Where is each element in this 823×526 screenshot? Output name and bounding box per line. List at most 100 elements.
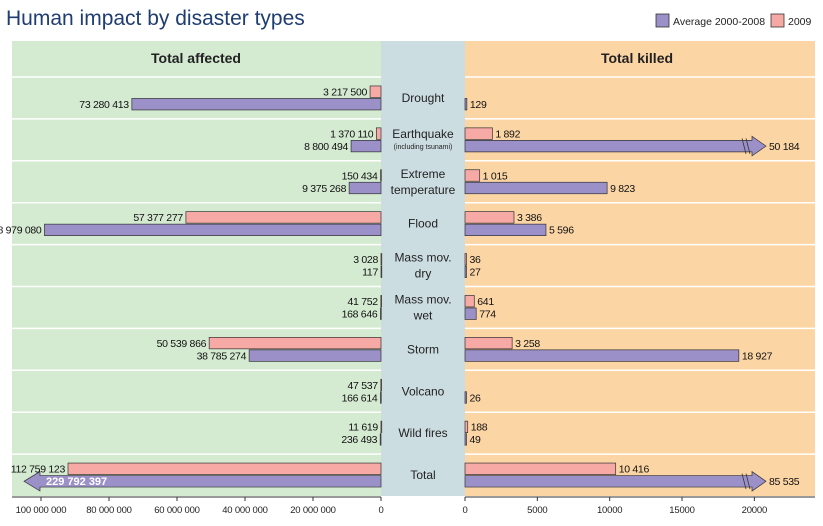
killed-average-bar-earthquake-including-tsunami (464, 135, 767, 157)
legend-label-average: Average 2000-2008 (673, 16, 765, 28)
category-label-volcano: Volcano (402, 384, 445, 398)
killed-tick-label: 20000 (742, 505, 767, 516)
killed-average-bar-extreme-temperature (464, 181, 608, 195)
killed-tick-label: 15000 (669, 505, 694, 516)
affected-average-bar-mass-mov-dry (380, 265, 383, 278)
killed-average-bar-volcano (464, 391, 467, 404)
category-label-wild-fires: Wild fires (398, 426, 447, 440)
category-label-earthquake-including-tsunami: Earthquake (392, 127, 454, 141)
killed-panel-title: Total killed (601, 50, 673, 66)
killed-tick-label: 5000 (527, 505, 547, 516)
killed-average-label-volcano: 26 (470, 392, 482, 404)
killed-average-bar-mass-mov-dry (464, 265, 467, 278)
axes: 0 20 000 000 40 000 000 60 000 000 80 000 00… (12, 496, 815, 516)
affected-2009-bar-mass-mov-dry (380, 253, 383, 266)
category-label-drought: Drought (402, 91, 445, 105)
affected-tick-label: 40 000 000 (222, 505, 268, 516)
killed-2009-bar-flood (464, 211, 515, 224)
legend-swatch-average (655, 13, 670, 28)
affected-tick-label: 100 000 000 (16, 505, 67, 516)
affected-average-label-drought: 73 280 413 (79, 99, 129, 111)
killed-average-label-storm: 18 927 (742, 350, 773, 362)
killed-2009-bar-earthquake-including-tsunami (464, 127, 493, 140)
killed-2009-label-storm: 3 258 (515, 338, 540, 350)
killed-2009-bar-extreme-temperature (464, 169, 481, 182)
killed-average-label-earthquake-including-tsunami: 50 184 (769, 141, 800, 153)
affected-2009-label-earthquake-including-tsunami: 1 370 110 (330, 128, 374, 140)
affected-tick-label: 0 (378, 505, 383, 516)
killed-average-label-extreme-temperature: 9 823 (610, 183, 635, 195)
affected-2009-label-drought: 3 217 500 (323, 86, 367, 98)
affected-2009-bar-total (67, 462, 382, 475)
category-label-total: Total (410, 468, 435, 482)
killed-2009-label-mass-mov-wet: 641 (477, 296, 494, 308)
legend: Average 2000-2008 2009 (655, 13, 812, 28)
category-label-mass-mov-dry: dry (415, 267, 432, 281)
killed-2009-label-flood: 3 386 (517, 212, 542, 224)
category-label-flood: Flood (408, 217, 438, 231)
affected-average-bar-flood (44, 223, 382, 236)
affected-average-bar-wild-fires (379, 433, 382, 446)
affected-panel-background (12, 41, 381, 496)
category-label-extreme-temperature: Extreme (401, 167, 446, 181)
killed-panel-background (465, 41, 815, 496)
killed-2009-label-earthquake-including-tsunami: 1 892 (495, 128, 520, 140)
affected-2009-label-mass-mov-dry: 3 028 (353, 254, 378, 266)
killed-average-label-drought: 129 (470, 99, 487, 111)
affected-average-label-mass-mov-wet: 168 646 (342, 308, 378, 320)
killed-tick-label: 10000 (597, 505, 622, 516)
affected-average-bar-volcano (380, 391, 382, 404)
killed-2009-label-wild-fires: 188 (471, 422, 488, 434)
affected-average-label-mass-mov-dry: 117 (362, 267, 378, 279)
category-labels: Drought Earthquake (including tsunami) Extr… (391, 91, 456, 482)
legend-swatch-2009 (770, 13, 785, 28)
killed-average-bar-drought (464, 98, 468, 111)
category-label-extreme-temperature: temperature (391, 183, 456, 197)
affected-average-label-volcano: 166 614 (342, 392, 378, 404)
killed-2009-label-mass-mov-dry: 36 (470, 254, 482, 266)
affected-average-label-wild-fires: 236 493 (341, 434, 377, 446)
affected-2009-bar-drought (369, 85, 382, 98)
affected-tick-label: 20 000 000 (290, 505, 336, 516)
category-label-mass-mov-wet: wet (413, 308, 433, 322)
bars (23, 85, 767, 492)
affected-average-label-storm: 38 785 274 (197, 350, 247, 362)
axis-break-mark (745, 473, 751, 490)
affected-tick-label: 60 000 000 (154, 505, 200, 516)
chart-title: Human impact by disaster types (6, 7, 305, 30)
killed-average-label-total: 85 535 (769, 476, 800, 488)
category-label-mass-mov-wet: Mass mov. (394, 292, 451, 306)
affected-tick-label: 80 000 000 (86, 505, 132, 516)
killed-average-bar-flood (464, 223, 547, 236)
row-separators (12, 76, 815, 455)
affected-2009-bar-flood (185, 211, 382, 224)
killed-average-bar-storm (464, 349, 740, 362)
affected-average-label-extreme-temperature: 9 375 268 (302, 183, 346, 195)
killed-average-bar-total (464, 470, 767, 492)
legend-label-2009: 2009 (788, 16, 812, 28)
affected-2009-label-flood: 57 377 277 (133, 212, 183, 224)
killed-average-label-flood: 5 596 (549, 225, 574, 237)
affected-average-bar-drought (131, 98, 382, 111)
killed-average-label-mass-mov-dry: 27 (470, 267, 482, 279)
killed-2009-bar-wild-fires (464, 420, 469, 433)
killed-tick-label: 0 (462, 505, 467, 516)
killed-average-bar-wild-fires (464, 433, 467, 446)
affected-2009-label-total: 112 759 123 (11, 464, 66, 476)
affected-2009-label-extreme-temperature: 150 434 (342, 170, 378, 182)
affected-2009-label-volcano: 47 537 (348, 380, 379, 392)
affected-average-bar-storm (248, 349, 382, 362)
category-column-background (381, 41, 465, 496)
affected-average-bar-total (23, 470, 382, 492)
affected-2009-label-storm: 50 539 866 (157, 338, 207, 350)
axis-break-mark (745, 138, 751, 154)
killed-2009-bar-total (464, 462, 617, 475)
affected-average-label-earthquake-including-tsunami: 8 800 494 (304, 141, 348, 153)
killed-average-label-mass-mov-wet: 774 (479, 308, 496, 320)
killed-average-label-wild-fires: 49 (470, 434, 482, 446)
affected-2009-label-mass-mov-wet: 41 752 (348, 296, 379, 308)
killed-2009-bar-mass-mov-dry (464, 253, 467, 266)
killed-2009-bar-storm (464, 337, 513, 350)
category-sublabel-earthquake-including-tsunami: (including tsunami) (394, 144, 453, 151)
